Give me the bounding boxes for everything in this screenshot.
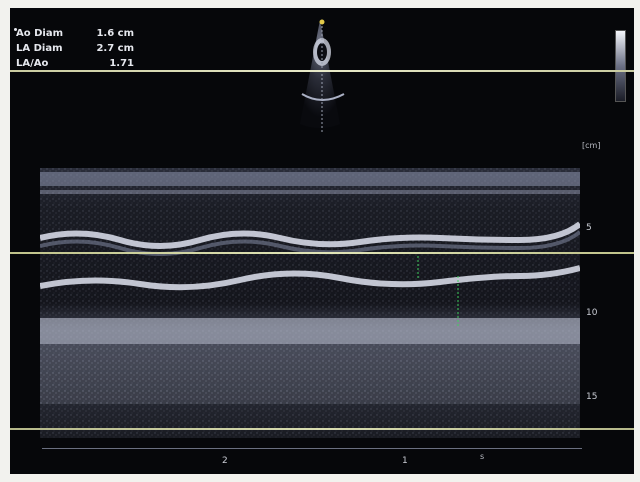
scanline-artifact [10,252,634,254]
time-axis [42,448,582,449]
ao-diam-row: Ao Diam 1.6 cm [16,26,134,41]
ao-diam-label: Ao Diam [16,28,63,39]
la-diam-label: LA Diam [16,43,63,54]
la-ao-value: 1.71 [109,58,134,69]
measurement-panel: Ao Diam 1.6 cm LA Diam 2.7 cm LA/Ao 1.71 [14,26,134,71]
grayscale-bar [615,30,626,102]
sector-thumbnail [300,19,345,132]
ao-diam-value: 1.6 cm [96,28,134,39]
la-diam-value: 2.7 cm [96,43,134,54]
time-tick-2: 2 [222,456,228,466]
depth-tick-10: 10 [586,308,598,318]
depth-tick-15: 15 [586,392,598,402]
depth-unit-label: [cm] [582,141,601,150]
ultrasound-screen: Ao Diam 1.6 cm LA Diam 2.7 cm LA/Ao 1.71 [10,8,634,474]
scanline-artifact [10,70,634,72]
la-diam-row: LA Diam 2.7 cm [16,41,134,56]
la-ao-row: LA/Ao 1.71 [16,56,134,71]
time-tick-1: 1 [402,456,408,466]
m-mode-trace [40,168,580,438]
la-ao-label: LA/Ao [16,58,49,69]
measurement-bullet [14,28,17,31]
scanline-artifact [10,428,634,430]
time-unit-label: s [480,452,485,461]
depth-tick-5: 5 [586,223,592,233]
